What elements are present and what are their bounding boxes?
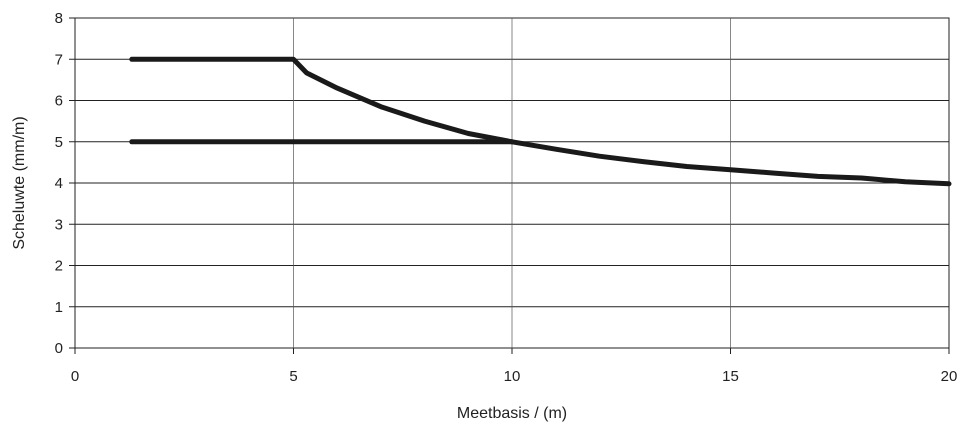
y-tick-label-3: 3 bbox=[55, 216, 63, 233]
x-tick-label-0: 0 bbox=[71, 368, 79, 385]
y-tick-label-0: 0 bbox=[55, 340, 63, 357]
y-tick-label-2: 2 bbox=[55, 258, 63, 275]
x-tick-label-20: 20 bbox=[941, 368, 958, 385]
y-tick-label-7: 7 bbox=[55, 51, 63, 68]
x-tick-label-15: 15 bbox=[722, 368, 739, 385]
x-tick-label-10: 10 bbox=[504, 368, 521, 385]
grid-lines bbox=[75, 18, 949, 348]
y-axis-label: Scheluwte (mm/m) bbox=[11, 116, 28, 249]
y-tick-label-1: 1 bbox=[55, 299, 63, 316]
y-tick-label-4: 4 bbox=[55, 175, 63, 192]
x-axis-label: Meetbasis / (m) bbox=[457, 405, 567, 422]
x-tick-label-5: 5 bbox=[289, 368, 297, 385]
y-tick-label-6: 6 bbox=[55, 93, 63, 110]
y-tick-label-5: 5 bbox=[55, 134, 63, 151]
series-lines bbox=[129, 56, 952, 187]
tick-labels: 0 1 2 3 4 5 6 7 8 0 5 10 15 20 bbox=[55, 10, 958, 385]
axis-ticks bbox=[69, 17, 950, 354]
y-tick-label-8: 8 bbox=[55, 10, 63, 27]
series-line-1 bbox=[129, 56, 952, 187]
